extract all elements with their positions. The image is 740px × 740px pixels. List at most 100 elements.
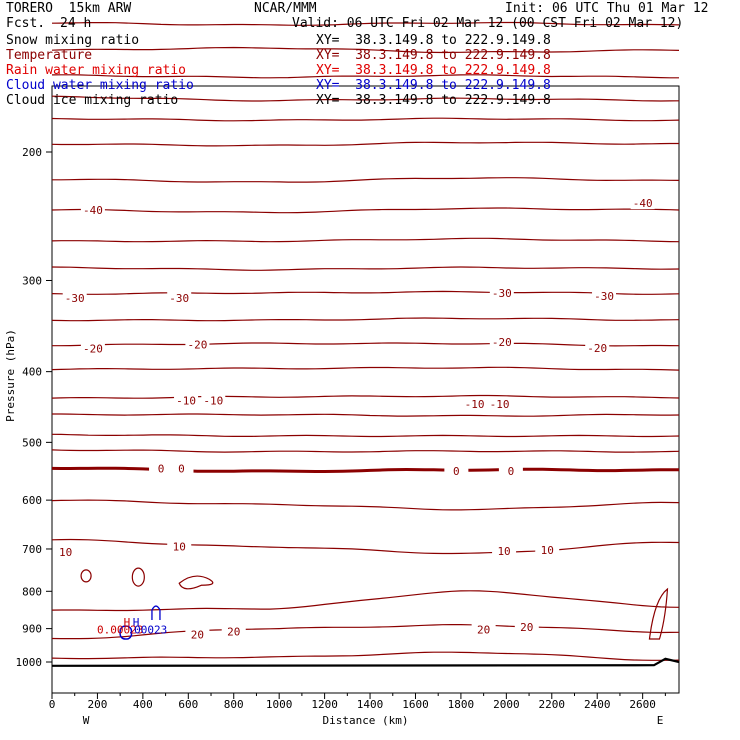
y-tick-label: 600 <box>22 494 42 507</box>
small-contour <box>178 575 214 590</box>
small-contour <box>80 569 92 583</box>
label-mask <box>535 543 560 556</box>
label-mask <box>462 398 487 411</box>
valid-time: Valid: 06 UTC Fri 02 Mar 12 (00 CST Fri … <box>292 16 684 31</box>
contour-label: 20 <box>520 621 533 634</box>
legend-cloud-ice: Cloud ice mixing ratio <box>6 93 179 108</box>
isotherm-line <box>51 207 680 214</box>
x-tick-label: 200 <box>87 698 107 711</box>
contour-label: 10 <box>497 545 510 558</box>
label-mask <box>62 291 87 304</box>
label-mask <box>489 286 514 299</box>
axes: 0 200 400 600 800 1000 1200 1400 1600 1800 2000 220… <box>4 85 680 727</box>
label-mask <box>167 540 192 553</box>
contour-label: 0 <box>453 465 460 478</box>
extremum-label: 0.00023 <box>97 624 143 637</box>
isotherm-line <box>51 499 680 511</box>
isotherm-line <box>51 237 680 243</box>
label-mask <box>444 464 469 477</box>
x-tick-label: 1200 <box>311 698 338 711</box>
isotherm-line <box>51 290 680 295</box>
x-tick-label: 2600 <box>629 698 656 711</box>
contour-label: -10 <box>465 398 485 411</box>
isotherm-line <box>51 624 680 640</box>
x-tick-label: 2400 <box>584 698 611 711</box>
extremum-label: H <box>133 616 140 629</box>
legend-cloud-water: Cloud water mixing ratio <box>6 78 194 93</box>
label-mask <box>80 342 105 355</box>
x-tick-label: 2200 <box>539 698 566 711</box>
x-end-west: W <box>83 714 90 727</box>
isotherm-line <box>51 433 680 438</box>
cloud-water-contour <box>151 605 161 621</box>
contour-label: 0 <box>158 462 165 475</box>
y-tick-label: 1000 <box>16 656 43 669</box>
contour-label: -20 <box>187 338 207 351</box>
contour-label: -20 <box>492 336 512 349</box>
label-mask <box>53 546 78 559</box>
contour-label: -20 <box>83 343 103 356</box>
label-mask <box>492 545 517 558</box>
extremum-label: H <box>124 616 131 629</box>
label-mask <box>592 289 617 302</box>
legend-cloud-ice-xy: XY= 38.3.149.8 to 222.9.149.8 <box>316 93 551 108</box>
extremum-label: .00023 <box>128 624 168 637</box>
isotherm-line <box>51 366 680 371</box>
legend-temperature-xy: XY= 38.3.149.8 to 222.9.149.8 <box>316 48 551 63</box>
y-tick-label: 300 <box>22 274 42 287</box>
y-tick-label: 700 <box>22 543 42 556</box>
x-tick-label: 400 <box>133 698 153 711</box>
label-mask <box>471 623 496 636</box>
contour-label: -10 <box>176 394 196 407</box>
label-mask <box>630 197 655 210</box>
contour-label: -40 <box>633 197 653 210</box>
isotherm-line <box>51 117 680 122</box>
label-mask <box>169 462 194 475</box>
legend-snow-xy: XY= 38.3.149.8 to 222.9.149.8 <box>316 33 551 48</box>
isotherm-line <box>51 95 680 102</box>
init-time: Init: 06 UTC Thu 01 Mar 12 <box>505 1 709 16</box>
model-title: TORERO 15km ARW <box>6 1 132 16</box>
isotherm-line <box>51 466 679 473</box>
x-tick-label: 800 <box>224 698 244 711</box>
x-axis-title: Distance (km) <box>322 714 408 727</box>
x-tick-label: 1600 <box>402 698 429 711</box>
forecast-label: Fcst. <box>6 16 46 31</box>
isotherm-line <box>51 449 680 453</box>
x-end-east: E <box>657 714 664 727</box>
contour-label: -10 <box>490 398 510 411</box>
contour-label: 20 <box>227 625 240 638</box>
contour-label: -40 <box>83 204 103 217</box>
label-mask <box>201 394 226 407</box>
contour-label: -20 <box>587 342 607 355</box>
x-tick-label: 1400 <box>357 698 384 711</box>
legend-rain-xy: XY= 38.3.149.8 to 222.9.149.8 <box>316 63 551 78</box>
contour-label: 0 <box>508 465 515 478</box>
y-axis-title: Pressure (hPa) <box>4 329 17 422</box>
isotherm-line <box>52 177 680 183</box>
isotherm-line <box>52 413 680 417</box>
forecast-hour: 24 h <box>60 16 92 31</box>
small-contour <box>131 567 145 587</box>
label-mask <box>80 203 105 216</box>
contour-label: -10 <box>203 394 223 407</box>
label-mask <box>585 341 610 354</box>
x-tick-label: 1000 <box>266 698 293 711</box>
center-name: NCAR/MMM <box>254 1 317 16</box>
isotherm-line <box>51 590 680 612</box>
y-tick-label: 400 <box>22 366 42 379</box>
legend-rain: Rain water mixing ratio <box>6 63 187 78</box>
contour-label: 10 <box>173 541 186 554</box>
label-mask <box>489 335 514 348</box>
x-tick-label: 0 <box>49 698 56 711</box>
isotherm-line <box>51 266 680 271</box>
label-mask <box>221 625 246 638</box>
terrain-surface <box>51 657 680 667</box>
x-tick-label: 1800 <box>448 698 475 711</box>
contour-label: 20 <box>477 624 490 637</box>
y-tick-label: 200 <box>22 146 42 159</box>
label-mask <box>149 462 174 475</box>
label-mask <box>498 464 523 477</box>
y-tick-label: 500 <box>22 436 42 449</box>
contour-label: -30 <box>169 292 189 305</box>
